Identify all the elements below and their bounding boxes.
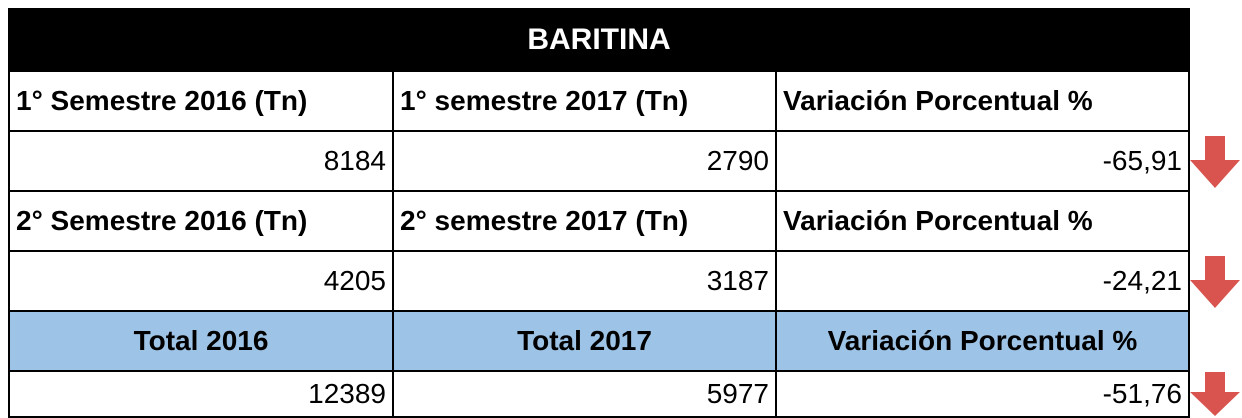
value-cell: 8184 <box>8 130 394 192</box>
header-cell: Variación Porcentual % <box>775 310 1190 372</box>
value-cell: -24,21 <box>775 250 1190 312</box>
value-cell: 5977 <box>392 370 777 418</box>
down-arrow <box>1190 256 1240 308</box>
header-cell: Total 2017 <box>392 310 777 372</box>
header-cell: 1° semestre 2017 (Tn) <box>392 70 777 132</box>
header-cell: 1° Semestre 2016 (Tn) <box>8 70 394 132</box>
value-cell: -51,76 <box>775 370 1190 418</box>
header-cell: Variación Porcentual % <box>775 70 1190 132</box>
value-cell: 4205 <box>8 250 394 312</box>
header-cell: 2° semestre 2017 (Tn) <box>392 190 777 252</box>
table-title: BARITINA <box>8 8 1190 72</box>
value-cell: -65,91 <box>775 130 1190 192</box>
header-cell: Variación Porcentual % <box>775 190 1190 252</box>
down-arrow <box>1190 136 1240 188</box>
value-cell: 12389 <box>8 370 394 418</box>
down-arrow <box>1190 372 1240 416</box>
header-cell: Total 2016 <box>8 310 394 372</box>
value-cell: 3187 <box>392 250 777 312</box>
value-cell: 2790 <box>392 130 777 192</box>
header-cell: 2° Semestre 2016 (Tn) <box>8 190 394 252</box>
